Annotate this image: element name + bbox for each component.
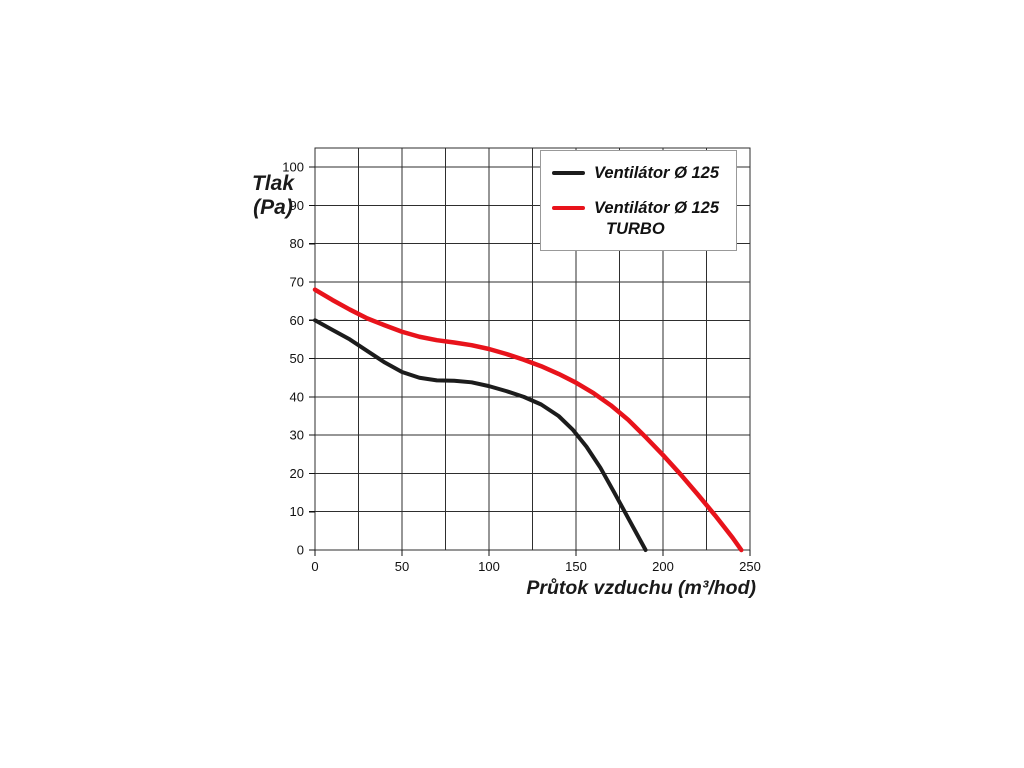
y-tick-label: 70 xyxy=(290,275,304,290)
y-tick-label: 90 xyxy=(290,198,304,213)
y-axis-title-line1: Tlak xyxy=(251,172,295,195)
x-tick-label: 250 xyxy=(739,559,761,574)
x-tick-label: 200 xyxy=(652,559,674,574)
curve-fan-turbo xyxy=(312,287,744,553)
x-tick-label: 50 xyxy=(395,559,409,574)
curve-fan xyxy=(313,318,648,552)
legend-label-fan-turbo-line2: TURBO xyxy=(606,219,665,238)
legend: Ventilátor Ø 125 Ventilátor Ø 125 TURBO xyxy=(540,150,737,251)
legend-line-sample-black xyxy=(552,171,585,175)
plot-border xyxy=(314,147,751,551)
y-tick-label: 40 xyxy=(290,389,304,404)
y-axis-title: Tlak (Pa) xyxy=(236,172,310,219)
x-tick-label: 100 xyxy=(478,559,500,574)
legend-label-fan-turbo-line1: Ventilátor Ø 125 xyxy=(594,198,720,217)
legend-label-fan: Ventilátor Ø 125 xyxy=(594,164,720,182)
x-tick-label: 0 xyxy=(311,559,318,574)
legend-item-fan: Ventilátor Ø 125 xyxy=(552,163,730,184)
y-tick-label: 100 xyxy=(282,160,304,175)
x-tick-label: 150 xyxy=(565,559,587,574)
y-tick-label: 20 xyxy=(290,466,304,481)
x-axis-title: Průtok vzduchu (m³/hod) xyxy=(526,577,756,599)
y-tick-label: 80 xyxy=(290,236,304,251)
legend-label-fan-turbo: Ventilátor Ø 125 TURBO xyxy=(594,198,719,240)
y-tick-label: 50 xyxy=(290,351,304,366)
y-tick-label: 30 xyxy=(290,428,304,443)
legend-line-sample-red xyxy=(552,205,585,210)
y-tick-label: 60 xyxy=(290,313,304,328)
y-axis-title-line2: (Pa) xyxy=(253,195,293,219)
y-tick-label: 10 xyxy=(290,504,304,519)
legend-item-fan-turbo: Ventilátor Ø 125 TURBO xyxy=(552,198,730,240)
y-tick-label: 0 xyxy=(297,543,304,558)
